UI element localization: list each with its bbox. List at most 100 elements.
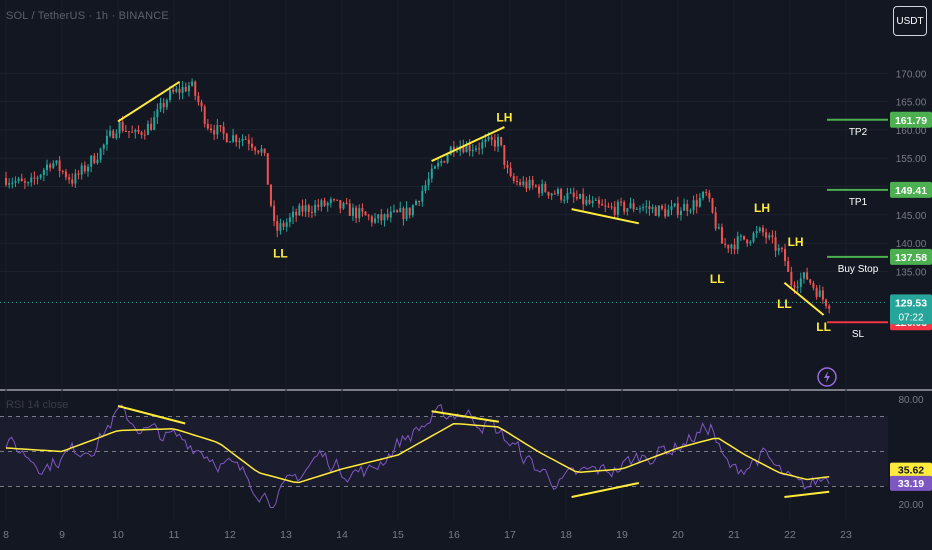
rsi-trendline[interactable]	[117, 405, 186, 425]
level-label: TP1	[849, 197, 868, 208]
candle	[601, 203, 604, 206]
rsi-ma-tag[interactable]	[890, 462, 932, 478]
level-tag[interactable]	[890, 181, 932, 198]
candle	[629, 203, 632, 209]
candle	[799, 278, 802, 287]
currency-button[interactable]: USDT	[893, 6, 927, 36]
alert-icon[interactable]	[817, 367, 837, 387]
candle	[733, 244, 736, 250]
candle	[292, 211, 295, 218]
candle	[569, 192, 572, 194]
candle	[402, 208, 405, 220]
candle	[58, 160, 61, 171]
swing-label[interactable]: LL	[273, 246, 288, 260]
candle	[282, 223, 285, 227]
candle	[140, 132, 143, 135]
candle	[348, 203, 351, 216]
candle	[370, 216, 373, 223]
candle	[497, 137, 500, 147]
price-trendline[interactable]	[117, 80, 181, 123]
candle	[657, 205, 660, 216]
candle	[411, 205, 414, 216]
candle	[424, 185, 427, 191]
candle	[105, 135, 108, 145]
level-tag[interactable]	[890, 248, 932, 265]
candle	[150, 123, 153, 130]
swing-label[interactable]: LH	[754, 201, 770, 215]
price-trendline[interactable]	[571, 208, 640, 225]
candle	[399, 208, 402, 213]
candle	[333, 199, 336, 201]
candle	[244, 138, 247, 140]
candle	[408, 207, 411, 216]
candle	[191, 81, 194, 86]
price-axis-tick: 140.00	[896, 239, 927, 250]
time-axis-tick: 20	[672, 529, 684, 541]
level-tag[interactable]	[890, 111, 932, 128]
candle	[503, 145, 506, 165]
rsi-trendline[interactable]	[431, 410, 499, 423]
candle	[345, 202, 348, 204]
candle	[812, 282, 815, 288]
swing-label[interactable]: LH	[496, 110, 512, 124]
candle	[544, 183, 547, 192]
level-label: TP2	[849, 127, 868, 138]
rsi-trendline[interactable]	[784, 490, 830, 498]
candle	[433, 166, 436, 169]
rsi-axis-tick: 20.00	[898, 500, 923, 511]
candle	[500, 137, 503, 146]
candle	[478, 148, 481, 150]
level-label: Buy Stop	[838, 264, 879, 275]
candle	[74, 173, 77, 184]
current-price-tag[interactable]	[890, 294, 932, 325]
candle	[336, 199, 339, 201]
candle	[702, 191, 705, 199]
candle	[80, 165, 83, 175]
swing-label[interactable]: LL	[816, 320, 831, 334]
candle	[806, 272, 809, 280]
candle	[522, 181, 525, 185]
candle	[279, 223, 282, 231]
level-tag-value: 137.58	[895, 252, 927, 264]
candle	[456, 150, 459, 152]
swing-label[interactable]: LL	[777, 297, 792, 311]
time-axis-tick: 21	[728, 529, 740, 541]
candle	[818, 290, 821, 297]
candle	[802, 272, 805, 279]
candle	[314, 204, 317, 213]
candle	[162, 103, 165, 108]
swing-label[interactable]: LH	[788, 235, 804, 249]
candle	[187, 85, 190, 92]
candle	[121, 122, 124, 131]
price-trendline[interactable]	[431, 126, 505, 162]
price-trendline[interactable]	[783, 281, 825, 316]
candle	[780, 247, 783, 250]
candle	[437, 163, 440, 167]
candle	[251, 143, 254, 148]
rsi-tag[interactable]	[890, 475, 932, 491]
rsi-trendline[interactable]	[571, 482, 640, 498]
candle	[36, 177, 39, 179]
candle	[692, 200, 695, 211]
candle	[752, 233, 755, 242]
time-axis-tick: 13	[280, 529, 292, 541]
time-axis-tick: 16	[448, 529, 460, 541]
candle	[14, 181, 17, 183]
candle	[714, 212, 717, 229]
candle	[774, 237, 777, 251]
candle	[238, 140, 241, 143]
candle	[263, 148, 266, 154]
candle	[705, 191, 708, 193]
candle	[768, 235, 771, 238]
candle	[389, 211, 392, 218]
candle	[825, 299, 828, 306]
candle	[355, 207, 358, 219]
candle	[342, 202, 345, 209]
candle	[720, 227, 723, 244]
candle	[228, 141, 231, 143]
swing-label[interactable]: LL	[710, 272, 725, 286]
candle	[222, 126, 225, 134]
candle	[556, 189, 559, 195]
